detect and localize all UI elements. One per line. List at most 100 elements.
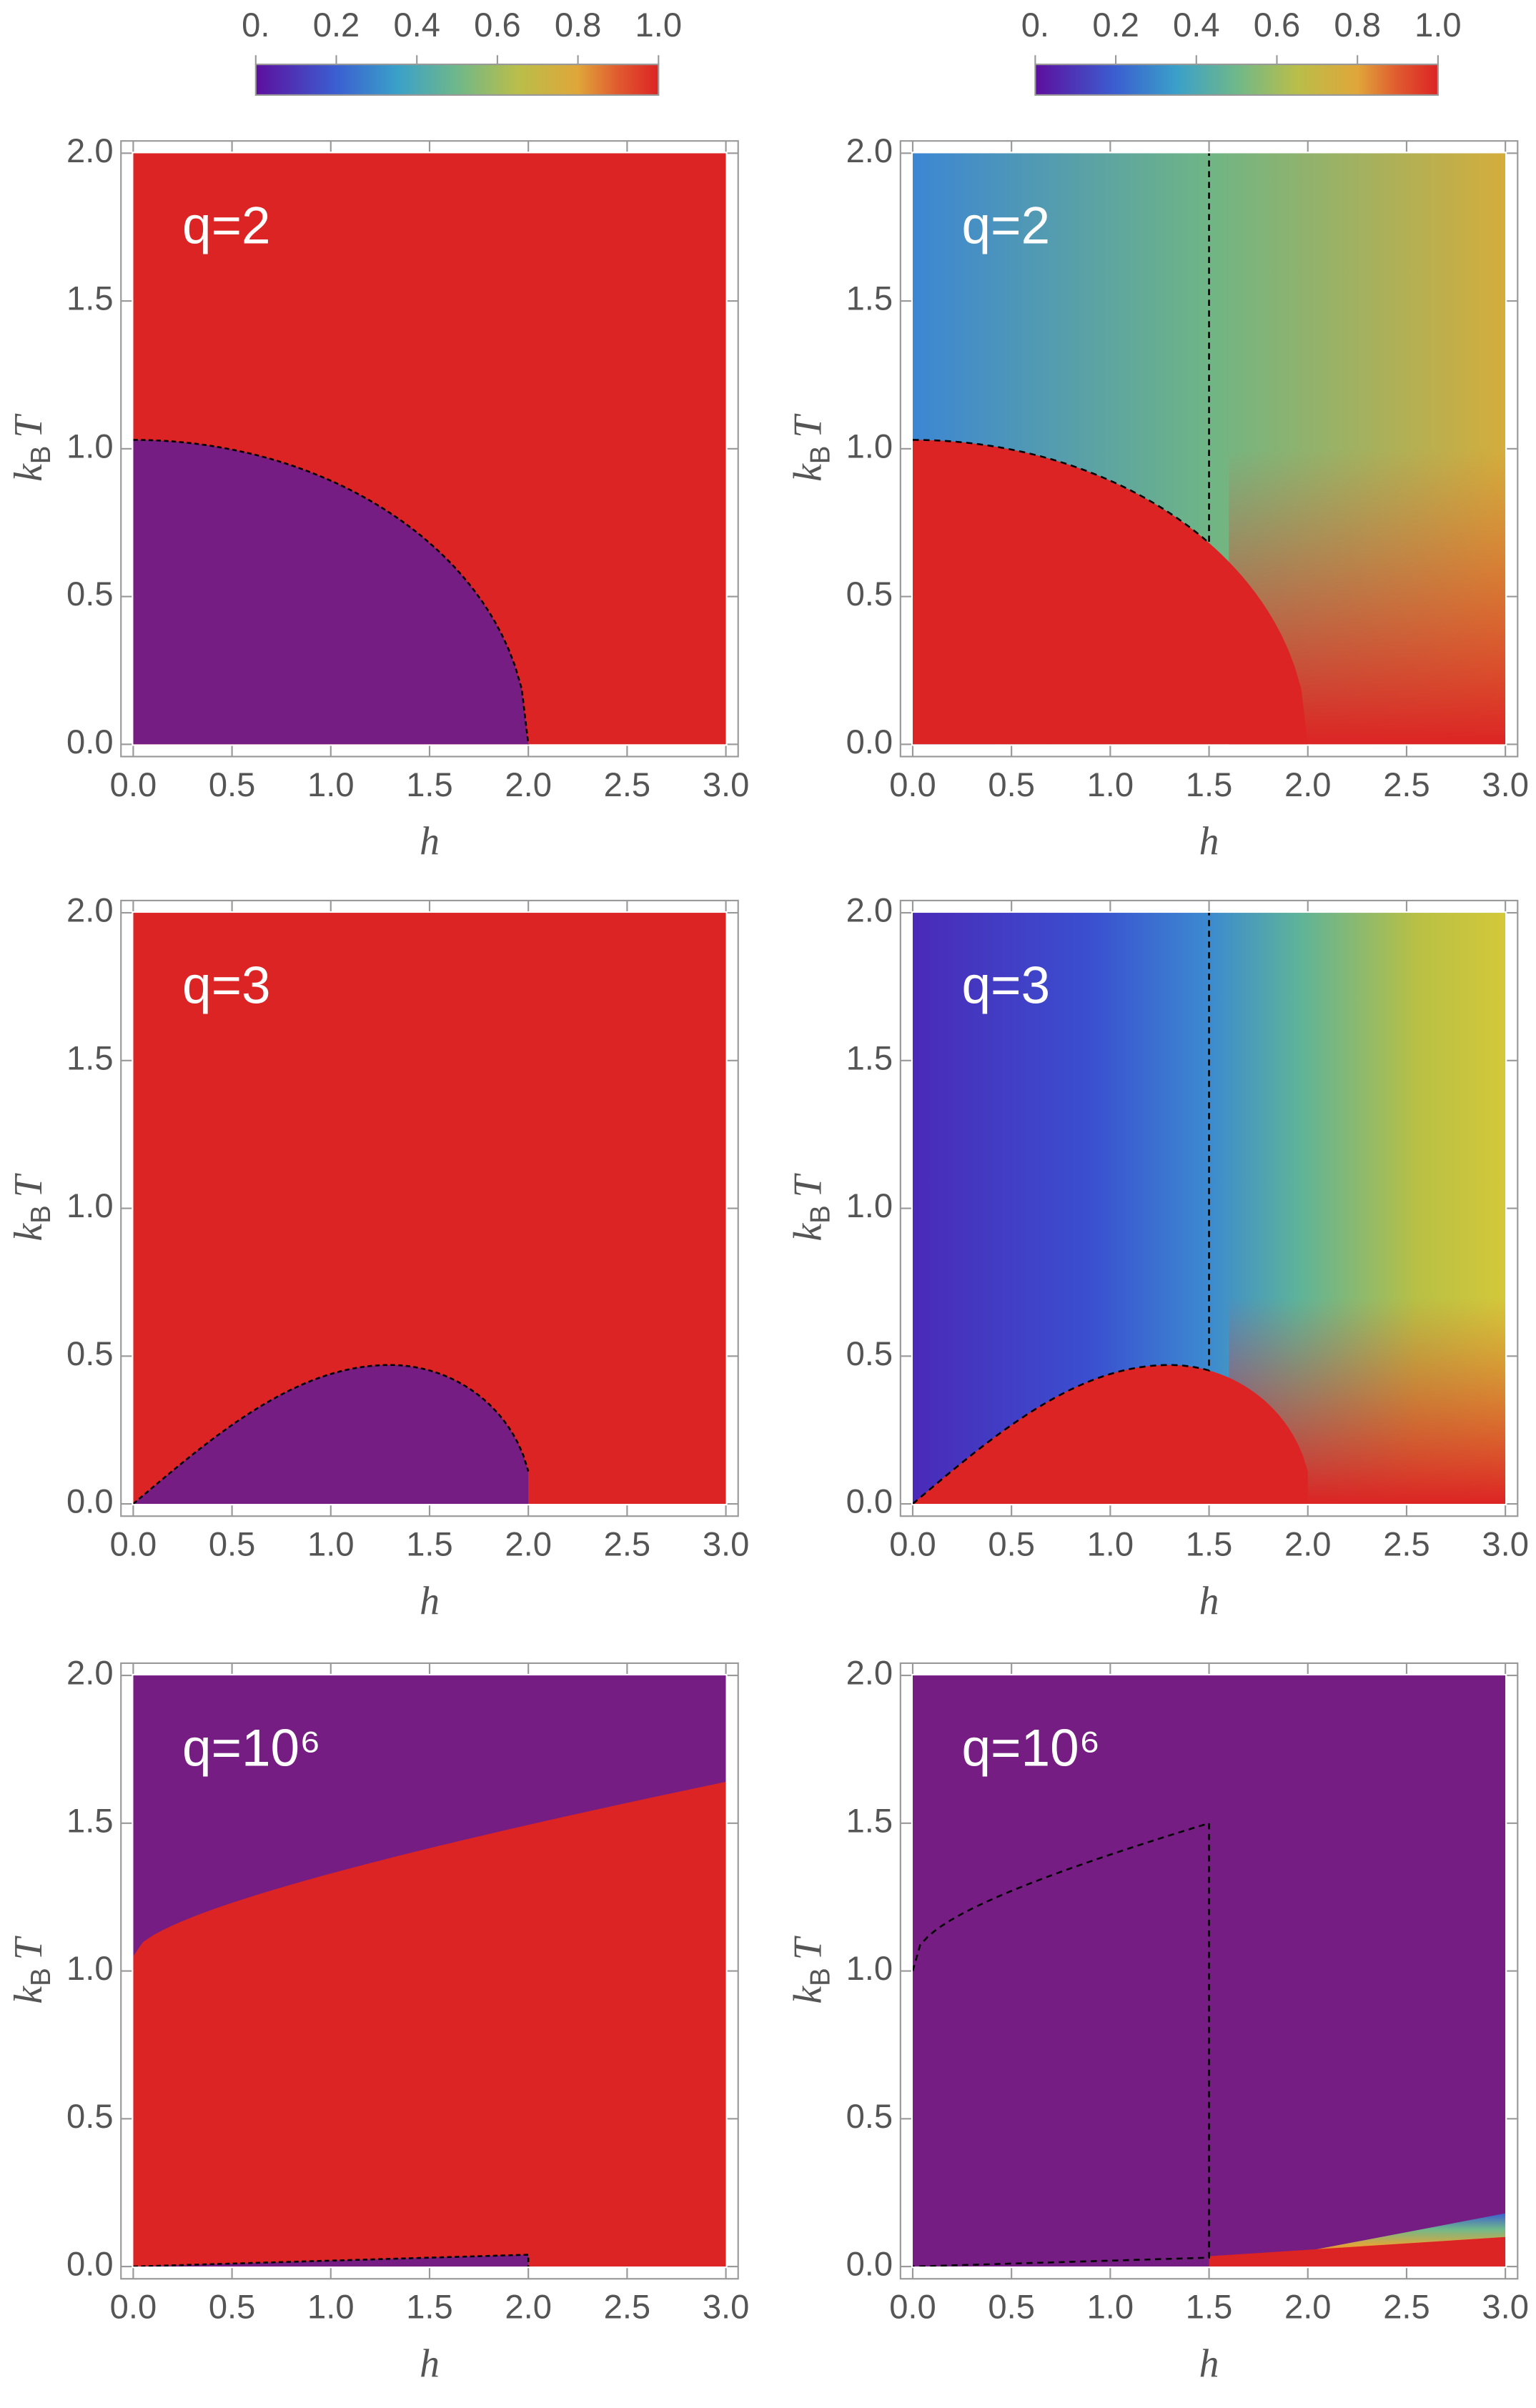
- boundary: [912, 153, 1210, 545]
- colorbar-tick-label: 0.4: [1173, 6, 1220, 44]
- x-tick-label: 3.0: [1482, 2288, 1529, 2326]
- y-tick-label: 2.0: [846, 132, 893, 169]
- x-tick-label: 1.0: [307, 1525, 355, 1563]
- region: [912, 1364, 1308, 1505]
- boundary: [133, 1364, 530, 1505]
- y-label-part: T: [6, 1172, 51, 1197]
- x-tick-label: 1.5: [406, 1525, 453, 1563]
- y-tick-label: 2.0: [66, 1654, 114, 1692]
- y-tick-label: 0.5: [66, 2097, 114, 2135]
- y-tick-label: 1.0: [846, 1186, 893, 1224]
- plot-area: [912, 1675, 1506, 2267]
- colorbar: [1034, 63, 1439, 96]
- y-label-part: T: [6, 1935, 51, 1960]
- x-axis-label: h: [1199, 820, 1219, 864]
- x-tick-label: 0.5: [209, 2288, 256, 2326]
- y-axis-label: kBT: [786, 1935, 836, 2003]
- colorbar-tick-label: 0.2: [313, 6, 360, 44]
- x-tick-label: 3.0: [1482, 765, 1529, 803]
- y-tick-label: 0.0: [66, 723, 114, 760]
- y-label-part: T: [786, 1172, 830, 1197]
- y-label-sub: B: [26, 445, 56, 464]
- x-tick-label: 0.5: [988, 2288, 1035, 2326]
- x-tick-label: 2.5: [604, 765, 651, 803]
- x-tick-label: 1.0: [1087, 2288, 1134, 2326]
- y-tick-label: 1.5: [66, 1801, 114, 1839]
- colorbar-tick-label: 0.8: [555, 6, 602, 44]
- plot-area: [912, 913, 1506, 1505]
- y-tick-label: 2.0: [846, 891, 893, 929]
- x-tick-label: 0.5: [988, 1525, 1035, 1563]
- colorbar: [254, 63, 660, 96]
- x-tick-label: 0.0: [110, 765, 157, 803]
- x-tick-label: 3.0: [703, 765, 750, 803]
- x-tick-label: 2.5: [1383, 2288, 1430, 2326]
- boundary: [912, 1822, 1210, 2267]
- x-tick-label: 1.5: [1186, 765, 1233, 803]
- x-axis-label: h: [420, 1579, 440, 1623]
- x-tick-label: 0.0: [110, 1525, 157, 1563]
- y-tick-label: 1.0: [846, 427, 893, 465]
- y-label-part: T: [786, 413, 830, 438]
- region: [133, 1781, 726, 2267]
- boundary: [133, 2254, 530, 2267]
- y-axis-label: kBT: [786, 413, 836, 482]
- x-tick-label: 0.0: [110, 2288, 157, 2326]
- colorbar-tick-label: 0.2: [1092, 6, 1139, 44]
- panel-label: q=10⁶: [962, 1719, 1101, 1777]
- y-tick-label: 0.0: [846, 2245, 893, 2283]
- x-tick-label: 3.0: [1482, 1525, 1529, 1563]
- red-strip: [1209, 2236, 1506, 2267]
- y-tick-label: 1.5: [846, 279, 893, 317]
- colorbar-tick-label: 0.6: [1254, 6, 1301, 44]
- x-tick-label: 0.0: [889, 765, 936, 803]
- y-label-part: k: [6, 1986, 51, 2004]
- plot-area: [912, 153, 1506, 745]
- colorbar-tick-label: 0.: [1021, 6, 1049, 44]
- y-tick-label: 2.0: [846, 1654, 893, 1692]
- plot-area: [133, 913, 726, 1505]
- y-label-sub: B: [806, 1205, 836, 1224]
- y-label-part: T: [6, 413, 51, 438]
- x-tick-label: 3.0: [703, 2288, 750, 2326]
- panel-label: q=10⁶: [182, 1719, 321, 1777]
- x-tick-label: 1.0: [307, 2288, 355, 2326]
- y-tick-label: 0.5: [66, 575, 114, 613]
- y-tick-label: 1.0: [846, 1949, 893, 1987]
- y-tick-label: 0.0: [66, 1482, 114, 1520]
- y-axis-label: kBT: [786, 1172, 836, 1241]
- x-tick-label: 1.5: [406, 2288, 453, 2326]
- x-tick-label: 1.5: [1186, 1525, 1233, 1563]
- x-tick-label: 1.5: [1186, 2288, 1233, 2326]
- y-axis-label: kBT: [6, 1172, 56, 1241]
- x-axis-label: h: [420, 2342, 440, 2386]
- x-tick-label: 2.0: [1284, 1525, 1332, 1563]
- x-tick-label: 2.0: [505, 765, 552, 803]
- boundary: [133, 439, 530, 745]
- x-tick-label: 1.0: [307, 765, 355, 803]
- x-tick-label: 0.5: [209, 765, 256, 803]
- x-tick-label: 2.5: [1383, 765, 1430, 803]
- colorbar-tick-label: 0.6: [474, 6, 521, 44]
- y-label-sub: B: [26, 1205, 56, 1224]
- x-tick-label: 2.5: [1383, 1525, 1430, 1563]
- y-tick-label: 1.0: [66, 1186, 114, 1224]
- x-tick-label: 2.0: [505, 2288, 552, 2326]
- x-tick-label: 2.0: [1284, 765, 1332, 803]
- region: [133, 1364, 529, 1505]
- y-axis-label: kBT: [6, 413, 56, 482]
- x-tick-label: 0.0: [889, 1525, 936, 1563]
- y-label-sub: B: [26, 1968, 56, 1986]
- y-tick-label: 0.0: [66, 2245, 114, 2283]
- y-tick-label: 1.5: [846, 1801, 893, 1839]
- x-axis-label: h: [1199, 1579, 1219, 1623]
- y-tick-label: 1.0: [66, 427, 114, 465]
- y-label-part: k: [6, 1223, 51, 1242]
- y-tick-label: 0.5: [846, 575, 893, 613]
- colorbar-tick-label: 0.: [242, 6, 269, 44]
- y-label-sub: B: [806, 445, 836, 464]
- x-tick-label: 2.0: [505, 1525, 552, 1563]
- panel-label: q=3: [962, 956, 1051, 1014]
- y-label-part: k: [786, 1986, 830, 2004]
